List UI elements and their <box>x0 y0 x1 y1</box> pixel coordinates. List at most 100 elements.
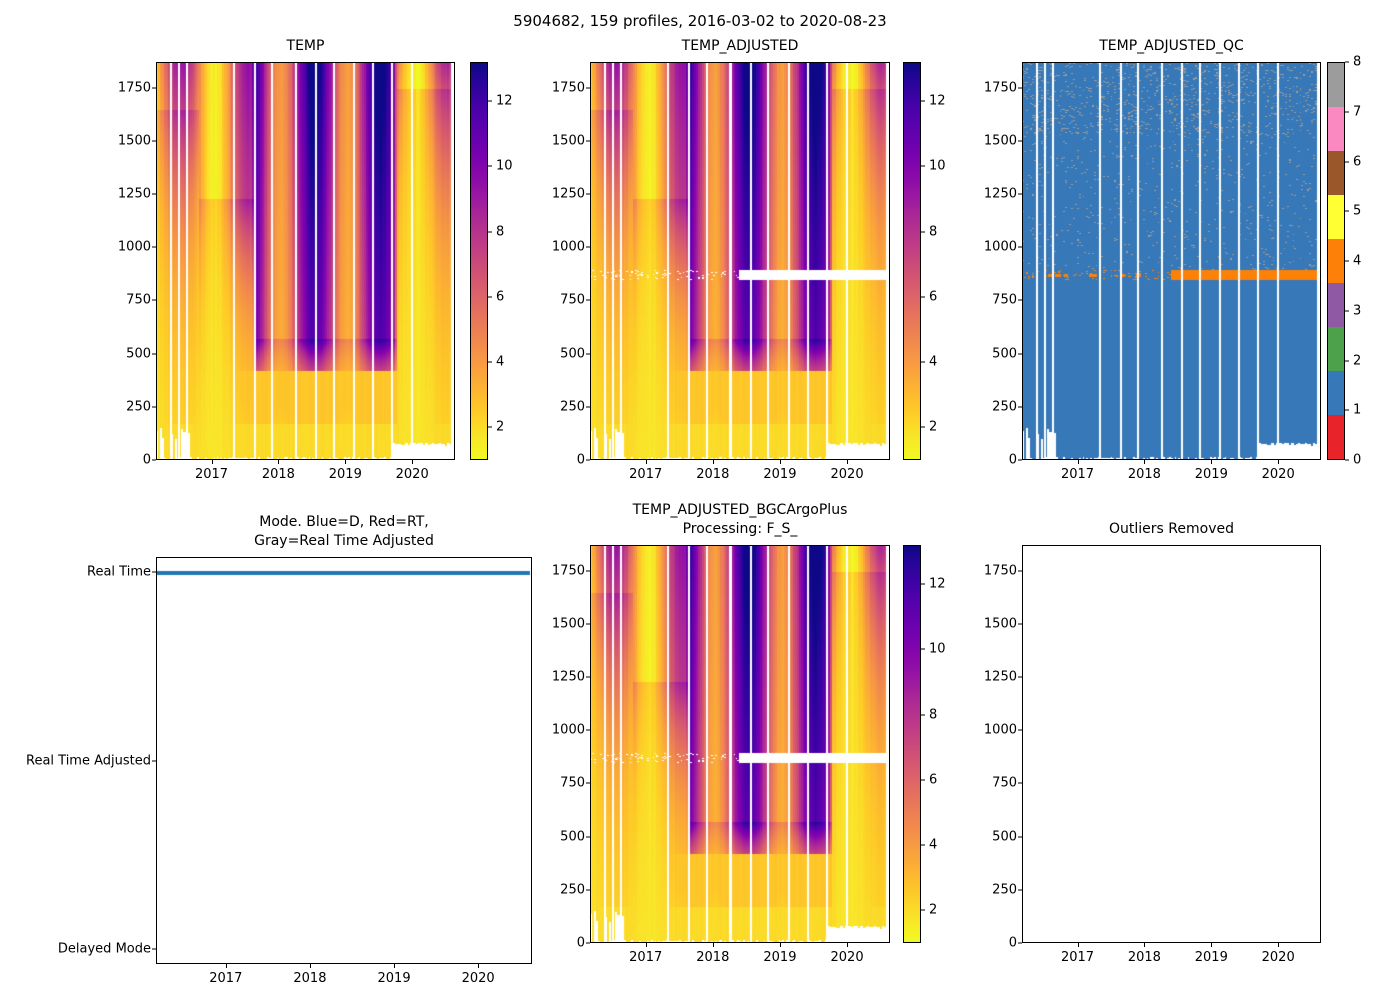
figure-suptitle: 5904682, 159 profiles, 2016-03-02 to 202… <box>513 12 887 30</box>
axes-title-temp_adjusted_bgcargoplus: TEMP_ADJUSTED_BGCArgoPlus Processing: F_… <box>632 502 848 537</box>
xtick-label-outliers_removed-3: 2020 <box>1261 950 1295 965</box>
colorbar-tick-mark-temp_adjusted_qc-5 <box>1345 210 1349 212</box>
colorbar-tick-temp-2: 6 <box>496 289 505 305</box>
xtick-mark-temp_adjusted_qc-2 <box>1211 460 1213 464</box>
ytick-mark-temp_adjusted-4 <box>586 246 590 248</box>
ytick-label-temp-2: 500 <box>126 346 151 362</box>
xtick-label-outliers_removed-1: 2018 <box>1127 950 1161 965</box>
colorbar-tick-temp_adjusted_qc-4: 4 <box>1353 253 1362 269</box>
ytick-mark-outliers_removed-1 <box>1018 889 1022 891</box>
ytick-label-temp_adjusted_bgcargoplus-5: 1250 <box>551 669 585 685</box>
colorbar-tick-mark-temp_adjusted_qc-1 <box>1345 409 1349 411</box>
axes-title-mode: Mode. Blue=D, Red=RT, Gray=Real Time Adj… <box>254 514 434 549</box>
colorbar-tick-temp_adjusted-3: 8 <box>929 224 938 240</box>
ytick-label-outliers_removed-7: 1750 <box>983 563 1017 579</box>
ytick-mark-outliers_removed-5 <box>1018 676 1022 678</box>
axes-temp_adjusted_bgcargoplus[interactable] <box>590 545 890 943</box>
colorbar-tick-temp_adjusted_qc-7: 7 <box>1353 104 1362 120</box>
ytick-mark-temp_adjusted_qc-6 <box>1018 140 1022 142</box>
colorbar-temp_adjusted[interactable] <box>903 62 921 460</box>
ytick-label-temp_adjusted-1: 250 <box>560 399 585 415</box>
colorbar-tick-mark-temp-1 <box>488 361 492 363</box>
colorbar-tick-temp-3: 8 <box>496 224 505 240</box>
colorbar-tick-temp_adjusted_bgcargoplus-5: 12 <box>929 576 946 592</box>
ytick-mark-temp_adjusted_qc-7 <box>1018 87 1022 89</box>
xtick-label-temp-2: 2019 <box>328 467 362 482</box>
colorbar-tick-temp_adjusted_bgcargoplus-2: 6 <box>929 772 938 788</box>
colorbar-tick-temp_adjusted-0: 2 <box>929 419 938 435</box>
colorbar-temp[interactable] <box>470 62 488 460</box>
xtick-mark-temp-1 <box>278 460 280 464</box>
ytick-label-temp_adjusted-4: 1000 <box>551 239 585 255</box>
ytick-label-temp-0: 0 <box>142 452 151 468</box>
ytick-mark-temp_adjusted_qc-5 <box>1018 193 1022 195</box>
colorbar-tick-mark-temp-4 <box>488 165 492 167</box>
xtick-mark-temp-3 <box>412 460 414 464</box>
colorbar-tick-temp_adjusted_qc-5: 5 <box>1353 203 1362 219</box>
xtick-label-temp_adjusted_qc-0: 2017 <box>1060 467 1095 482</box>
xtick-mark-temp_adjusted_bgcargoplus-0 <box>645 943 647 947</box>
xtick-label-mode-1: 2018 <box>293 971 327 986</box>
axes-title-outliers_removed: Outliers Removed <box>1109 521 1234 537</box>
colorbar-tick-mark-temp_adjusted-1 <box>921 361 925 363</box>
colorbar-tick-mark-temp_adjusted_bgcargoplus-2 <box>921 779 925 781</box>
colorbar-tick-temp-1: 4 <box>496 354 505 370</box>
xtick-mark-temp_adjusted_qc-0 <box>1077 460 1079 464</box>
ytick-label-temp_adjusted-3: 750 <box>560 292 585 308</box>
ytick-mark-mode-0 <box>152 948 156 950</box>
ytick-mark-temp-7 <box>152 87 156 89</box>
axes-temp[interactable] <box>156 62 455 460</box>
ytick-label-outliers_removed-3: 750 <box>992 775 1017 791</box>
xtick-mark-outliers_removed-2 <box>1211 943 1213 947</box>
axes-temp_adjusted[interactable] <box>590 62 890 460</box>
axes-outliers_removed[interactable] <box>1022 545 1321 943</box>
colorbar-tick-temp_adjusted-1: 4 <box>929 354 938 370</box>
colorbar-tick-mark-temp_adjusted_qc-7 <box>1345 111 1349 113</box>
colorbar-tick-temp_adjusted_qc-1: 1 <box>1353 402 1362 418</box>
ytick-mark-temp_adjusted_bgcargoplus-4 <box>586 729 590 731</box>
xtick-mark-mode-0 <box>225 964 227 968</box>
ytick-label-temp_adjusted_bgcargoplus-6: 1500 <box>551 616 585 632</box>
xtick-mark-outliers_removed-0 <box>1077 943 1079 947</box>
ytick-label-temp_adjusted_qc-6: 1500 <box>983 133 1017 149</box>
ytick-label-outliers_removed-5: 1250 <box>983 669 1017 685</box>
colorbar-tick-temp_adjusted_qc-0: 0 <box>1353 452 1362 468</box>
xtick-label-temp_adjusted_bgcargoplus-3: 2020 <box>830 950 864 965</box>
ytick-label-temp-5: 1250 <box>117 186 151 202</box>
ytick-mark-outliers_removed-4 <box>1018 729 1022 731</box>
ytick-mark-outliers_removed-7 <box>1018 570 1022 572</box>
axes-title-temp: TEMP <box>286 38 325 54</box>
ytick-mark-temp_adjusted-7 <box>586 87 590 89</box>
colorbar-tick-temp-4: 10 <box>496 158 513 174</box>
colorbar-tick-temp_adjusted_qc-8: 8 <box>1353 54 1362 70</box>
axes-title-temp_adjusted_qc: TEMP_ADJUSTED_QC <box>1099 38 1244 54</box>
ytick-label-temp_adjusted-6: 1500 <box>551 133 585 149</box>
ytick-label-temp_adjusted_qc-2: 500 <box>992 346 1017 362</box>
xtick-mark-mode-1 <box>309 964 311 968</box>
colorbar-tick-mark-temp-2 <box>488 296 492 298</box>
ytick-mark-temp_adjusted_bgcargoplus-5 <box>586 676 590 678</box>
colorbar-tick-temp_adjusted_bgcargoplus-3: 8 <box>929 707 938 723</box>
xtick-label-temp_adjusted-1: 2018 <box>696 467 730 482</box>
colorbar-temp_adjusted_bgcargoplus[interactable] <box>903 545 921 943</box>
colorbar-temp_adjusted_qc[interactable] <box>1327 62 1345 460</box>
xtick-mark-temp-0 <box>211 460 213 464</box>
axes-mode[interactable] <box>156 557 532 964</box>
xtick-mark-temp_adjusted-1 <box>712 460 714 464</box>
colorbar-tick-mark-temp_adjusted-4 <box>921 165 925 167</box>
ytick-label-temp-7: 1750 <box>117 80 151 96</box>
colorbar-tick-mark-temp_adjusted-3 <box>921 231 925 233</box>
xtick-mark-temp_adjusted_bgcargoplus-3 <box>847 943 849 947</box>
ytick-label-mode-2: Real Time <box>87 564 151 580</box>
colorbar-tick-mark-temp-0 <box>488 426 492 428</box>
ytick-mark-mode-2 <box>152 571 156 573</box>
colorbar-tick-mark-temp_adjusted_qc-6 <box>1345 161 1349 162</box>
colorbar-tick-temp_adjusted-4: 10 <box>929 158 946 174</box>
axes-temp_adjusted_qc[interactable] <box>1022 62 1321 460</box>
colorbar-tick-temp_adjusted_qc-3: 3 <box>1353 303 1362 319</box>
ytick-mark-temp_adjusted_qc-3 <box>1018 299 1022 301</box>
ytick-label-temp-4: 1000 <box>117 239 151 255</box>
ytick-mark-outliers_removed-2 <box>1018 836 1022 838</box>
xtick-label-temp-1: 2018 <box>261 467 295 482</box>
ytick-label-temp_adjusted-7: 1750 <box>551 80 585 96</box>
